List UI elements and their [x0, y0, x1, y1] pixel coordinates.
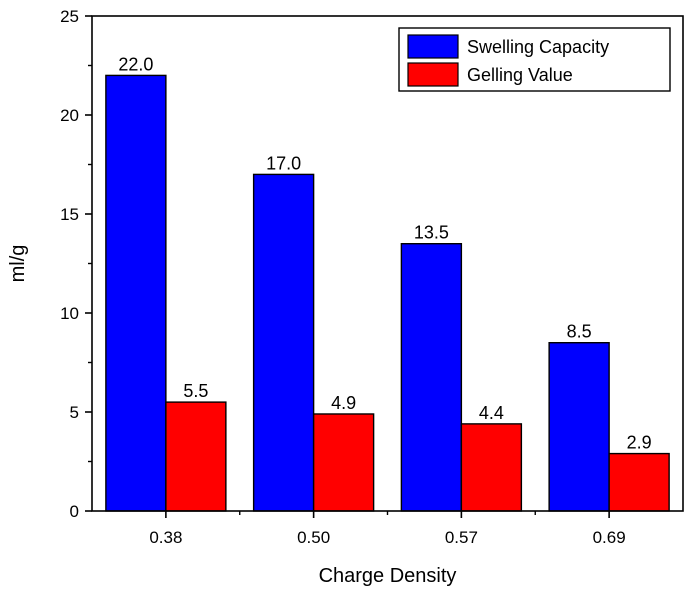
y-tick-label: 5: [70, 403, 79, 422]
x-tick-label: 0.57: [445, 528, 478, 547]
bar-swelling-capacity: [548, 342, 610, 512]
x-axis: 0.38 0.50 0.57 0.69: [149, 511, 626, 547]
legend-label: Gelling Value: [467, 65, 573, 85]
y-tick-label: 15: [60, 205, 79, 224]
bar-gelling-value: [312, 413, 375, 512]
y-tick-label: 20: [60, 106, 79, 125]
bar-value-label: 2.9: [627, 433, 652, 453]
y-tick-label: 25: [60, 7, 79, 26]
bar-value-label: 4.9: [331, 393, 356, 413]
bar-swelling-capacity: [400, 242, 463, 512]
bar-value-label: 13.5: [414, 223, 449, 243]
bar-value-label: 4.4: [479, 403, 504, 423]
y-axis-title: ml/g: [7, 245, 29, 283]
y-axis: 0 5 10 15 20 25: [60, 7, 92, 521]
legend: Swelling Capacity Gelling Value: [398, 27, 671, 92]
x-tick-label: 0.38: [149, 528, 182, 547]
bar-gelling-value: [460, 423, 523, 512]
bar-value-label: 5.5: [183, 381, 208, 401]
bar-value-label: 17.0: [266, 153, 301, 173]
bar-gelling-value: [608, 452, 670, 512]
legend-label: Swelling Capacity: [467, 37, 609, 57]
bar-swelling-capacity: [105, 74, 167, 512]
y-tick-label: 10: [60, 304, 79, 323]
x-tick-label: 0.69: [593, 528, 626, 547]
bar-swelling-capacity: [252, 173, 315, 512]
bars-layer: [105, 74, 670, 512]
bar-gelling-value: [165, 401, 227, 512]
legend-swatch: [407, 62, 459, 87]
x-tick-label: 0.50: [297, 528, 330, 547]
bar-value-label: 8.5: [567, 322, 592, 342]
legend-swatch: [407, 34, 459, 59]
bar-value-label: 22.0: [118, 54, 153, 74]
x-axis-title: Charge Density: [319, 565, 457, 587]
y-tick-label: 0: [70, 502, 79, 521]
data-labels-layer: 22.0 5.5 17.0 4.9 13.5 4.4 8.5 2.9: [118, 54, 651, 452]
